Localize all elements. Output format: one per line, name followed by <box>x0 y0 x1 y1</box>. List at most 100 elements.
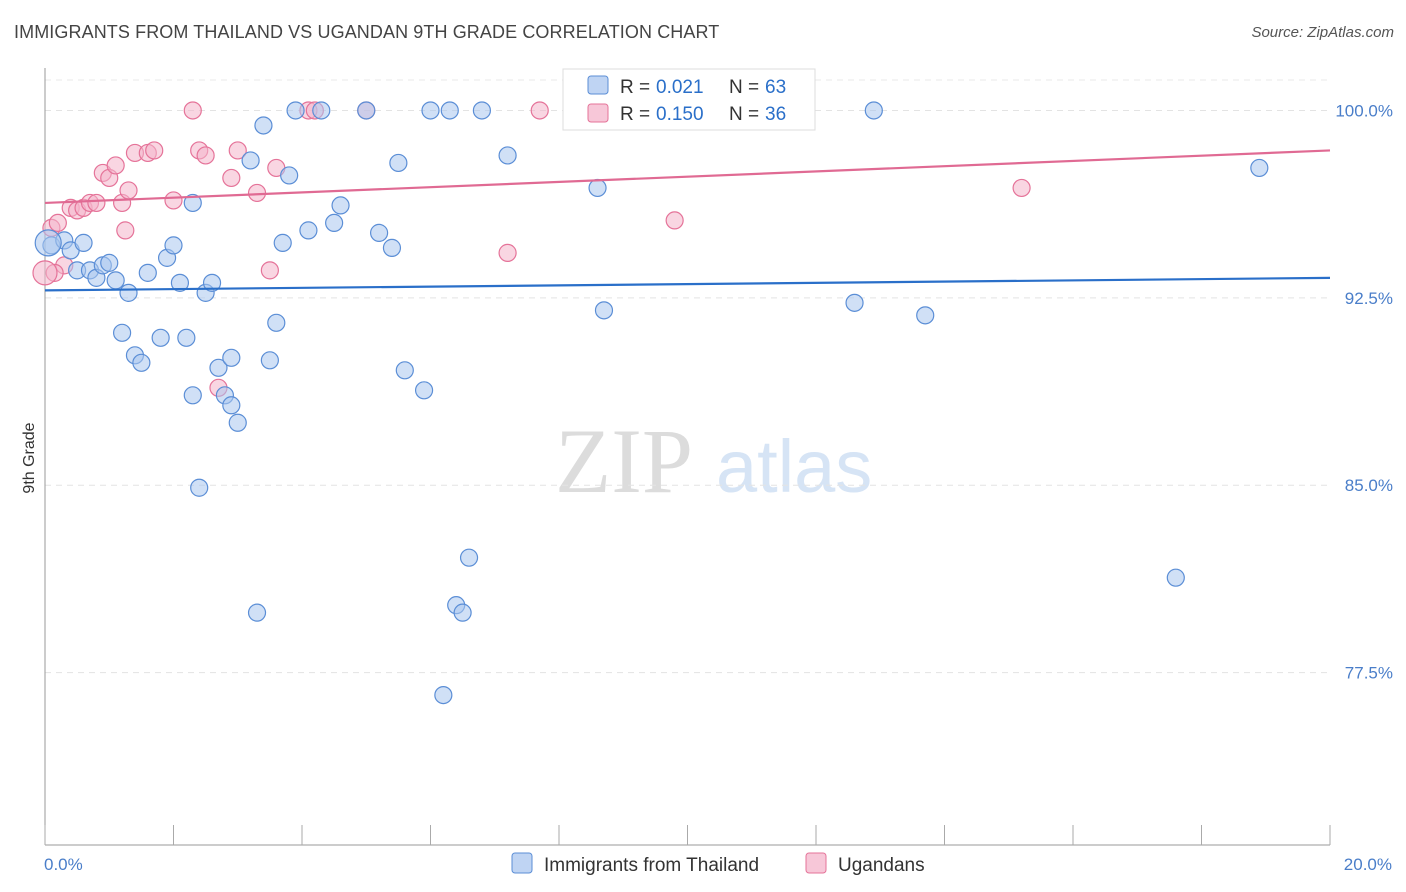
y-tick-label-2: 85.0% <box>1345 476 1393 495</box>
thailand-point-9 <box>119 283 138 302</box>
thailand-point-33 <box>286 101 305 120</box>
thailand-point-39 <box>370 223 389 242</box>
ugandans-point-22 <box>222 168 241 188</box>
thailand-point-55 <box>864 101 883 120</box>
x-tick-label-max: 20.0% <box>1344 855 1392 874</box>
ugandans-point-23 <box>228 141 247 160</box>
ugandans-point-20 <box>196 146 215 165</box>
thailand-point-49 <box>472 101 491 120</box>
bottom-legend-swatch-thailand <box>511 852 533 874</box>
ugandans-point-17 <box>164 191 183 210</box>
thailand-point-37 <box>331 196 350 215</box>
legend-r-value-thailand: 0.021 <box>656 77 704 98</box>
legend-n-value-thailand: 63 <box>765 77 786 98</box>
ugandans-point-32 <box>665 211 684 230</box>
ugandans-point-10 <box>106 156 125 175</box>
ugandans-point-18 <box>183 101 202 120</box>
thailand-point-43 <box>414 381 434 400</box>
thailand-point-54 <box>845 293 864 312</box>
ugandans-point-31 <box>530 101 549 120</box>
thailand-point-57 <box>1166 568 1185 587</box>
trend-line-thailand <box>44 276 1331 292</box>
thailand-point-62 <box>183 193 202 213</box>
thailand-point-45 <box>440 101 459 120</box>
y-tick-label-3: 77.5% <box>1345 664 1393 683</box>
legend-swatch-ugandans <box>587 103 609 123</box>
series-thailand-points <box>34 101 1269 705</box>
legend-r-label-thailand: R = <box>620 77 650 98</box>
thailand-point-52 <box>588 178 607 198</box>
thailand-point-7 <box>106 271 125 290</box>
bottom-legend: Immigrants from Thailand Ugandans <box>511 852 925 876</box>
y-tick-label-1: 92.5% <box>1345 289 1393 308</box>
legend-n-label-thailand: N = <box>729 77 759 98</box>
bottom-legend-label-ugandans: Ugandans <box>838 855 925 876</box>
legend-n-label-ugandans: N = <box>729 104 759 125</box>
trend-lines <box>44 149 1331 292</box>
bottom-legend-swatch-ugandans <box>805 852 827 874</box>
thailand-point-30 <box>267 313 286 332</box>
watermark-zip: ZIP <box>555 410 693 512</box>
thailand-point-12 <box>138 263 157 282</box>
thailand-point-8 <box>112 323 132 342</box>
thailand-point-16 <box>170 273 190 292</box>
thailand-point-11 <box>132 353 151 372</box>
thailand-point-51 <box>434 685 453 705</box>
thailand-point-47 <box>453 603 472 622</box>
thailand-point-19 <box>190 478 209 497</box>
thailand-point-34 <box>299 221 318 240</box>
thailand-point-27 <box>247 603 267 622</box>
thailand-point-40 <box>382 238 402 257</box>
thailand-point-22 <box>209 358 228 377</box>
ugandans-point-30 <box>498 243 517 262</box>
thailand-point-42 <box>395 361 414 380</box>
thailand-point-59 <box>100 253 119 272</box>
x-ticks <box>44 825 1331 845</box>
thailand-point-38 <box>357 101 376 120</box>
watermark: ZIP atlas <box>555 410 872 512</box>
ugandans-point-34 <box>1012 178 1031 198</box>
thailand-point-48 <box>459 548 479 567</box>
ugandans-point-25 <box>260 261 279 280</box>
chart-title: IMMIGRANTS FROM THAILAND VS UGANDAN 9TH … <box>14 22 720 42</box>
series-ugandans-points <box>32 101 1031 397</box>
chart-source: Source: ZipAtlas.com <box>1251 24 1394 41</box>
ugandans-point-1 <box>48 213 67 233</box>
gridlines <box>45 79 1330 674</box>
thailand-point-15 <box>164 236 183 255</box>
thailand-point-50 <box>498 146 517 165</box>
thailand-point-60 <box>74 233 93 252</box>
thailand-point-58 <box>1250 158 1269 178</box>
thailand-point-32 <box>280 166 299 185</box>
x-tick-label-min: 0.0% <box>44 855 83 874</box>
y-tick-labels: 100.0% 92.5% 85.0% 77.5% <box>1335 101 1393 682</box>
ugandans-point-13 <box>119 181 138 200</box>
thailand-point-36 <box>325 213 344 233</box>
thailand-point-35 <box>312 101 331 120</box>
thailand-point-41 <box>389 153 408 173</box>
ugandans-point-7 <box>87 193 106 213</box>
thailand-point-31 <box>273 233 292 252</box>
y-tick-label-0: 100.0% <box>1335 101 1393 120</box>
ugandans-point-large <box>32 260 58 286</box>
thailand-point-44 <box>421 101 440 120</box>
trend-line-ugandans <box>44 149 1331 205</box>
legend-n-value-ugandans: 36 <box>765 104 786 125</box>
thailand-point-13 <box>151 328 170 347</box>
thailand-point-24 <box>222 348 241 367</box>
thailand-point-17 <box>177 328 196 347</box>
legend-box: R = 0.021 N = 63 R = 0.150 N = 36 <box>562 68 816 131</box>
watermark-atlas: atlas <box>716 425 872 508</box>
thailand-point-56 <box>916 306 935 325</box>
thailand-point-61 <box>222 396 241 415</box>
thailand-point-29 <box>260 351 279 370</box>
legend-r-label-ugandans: R = <box>620 104 650 125</box>
thailand-point-18 <box>183 386 202 405</box>
ugandans-point-16 <box>145 141 164 160</box>
thailand-point-26 <box>241 151 260 170</box>
y-axis-label: 9th Grade <box>21 422 38 493</box>
legend-swatch-thailand <box>587 75 609 95</box>
thailand-point-53 <box>594 301 614 320</box>
legend-r-value-ugandans: 0.150 <box>656 104 704 125</box>
